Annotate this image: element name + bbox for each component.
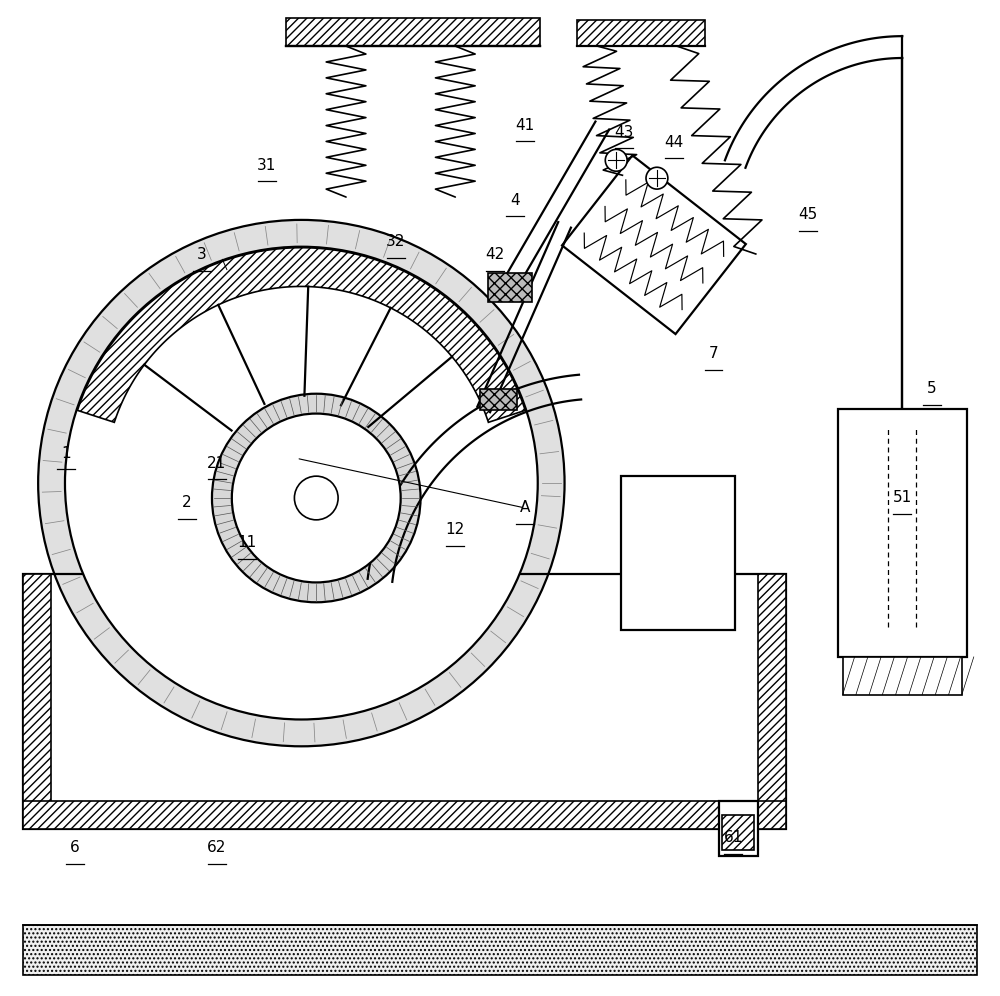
Bar — [838, 408, 967, 657]
Bar — [23, 575, 51, 829]
Text: 43: 43 — [614, 124, 634, 140]
Bar — [480, 388, 517, 410]
Text: 61: 61 — [724, 831, 743, 846]
Text: 62: 62 — [207, 840, 227, 856]
Text: 31: 31 — [257, 157, 276, 172]
Bar — [23, 575, 786, 829]
Text: 51: 51 — [893, 490, 912, 506]
Text: A: A — [520, 500, 530, 516]
Circle shape — [232, 413, 401, 583]
Polygon shape — [77, 248, 525, 422]
Circle shape — [38, 220, 565, 746]
Text: 5: 5 — [927, 381, 937, 396]
Text: 7: 7 — [709, 347, 718, 362]
Circle shape — [605, 149, 627, 171]
Text: 11: 11 — [237, 535, 256, 550]
Bar — [621, 476, 735, 629]
Text: 21: 21 — [207, 456, 227, 471]
Circle shape — [212, 393, 421, 603]
Bar — [577, 20, 705, 46]
Text: 45: 45 — [798, 207, 818, 222]
Bar — [23, 925, 977, 975]
Text: 6: 6 — [70, 840, 80, 856]
Text: 44: 44 — [664, 134, 683, 150]
Bar — [51, 603, 758, 773]
Bar — [286, 18, 540, 46]
Text: 42: 42 — [485, 247, 505, 262]
Text: 4: 4 — [510, 192, 520, 207]
Circle shape — [646, 167, 668, 189]
Bar — [562, 155, 746, 334]
Bar — [758, 575, 786, 829]
Text: 1: 1 — [61, 446, 71, 461]
Bar — [719, 801, 758, 856]
Bar — [843, 657, 962, 694]
Bar — [722, 815, 754, 850]
Text: 41: 41 — [515, 119, 534, 133]
Text: 3: 3 — [197, 247, 207, 262]
Circle shape — [294, 476, 338, 520]
Text: 2: 2 — [182, 495, 192, 511]
Text: 12: 12 — [446, 522, 465, 537]
Circle shape — [65, 247, 538, 719]
Bar — [488, 273, 532, 303]
Text: 32: 32 — [386, 234, 405, 249]
Bar — [23, 801, 786, 829]
